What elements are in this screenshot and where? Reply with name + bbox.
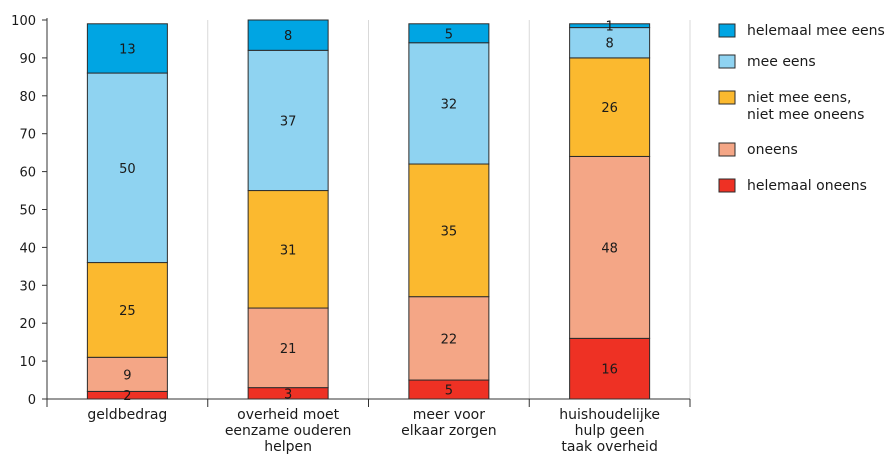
category-label: eenzame ouderen xyxy=(225,423,352,439)
legend-swatch xyxy=(718,178,736,193)
data-label: 8 xyxy=(605,37,613,52)
legend-label: oneens xyxy=(747,142,798,158)
legend-swatch xyxy=(718,142,736,157)
y-tick-label: 90 xyxy=(19,52,36,67)
y-tick-label: 30 xyxy=(19,279,36,294)
bar-segment[interactable] xyxy=(569,27,651,59)
data-label: 48 xyxy=(601,241,618,256)
legend-swatch xyxy=(718,90,736,105)
y-tick-label: 50 xyxy=(19,204,36,219)
y-tick-label: 0 xyxy=(28,393,36,408)
y-tick-label: 100 xyxy=(11,14,36,29)
data-label: 50 xyxy=(119,162,136,177)
bar-segment[interactable] xyxy=(569,57,651,157)
bars xyxy=(86,19,651,400)
category-label: hulp geen xyxy=(575,423,645,439)
y-tick-label: 70 xyxy=(19,128,36,143)
y-tick-label: 20 xyxy=(19,317,36,332)
bar-segment[interactable] xyxy=(569,337,651,400)
legend-label: helemaal oneens xyxy=(747,178,867,194)
data-label: 1 xyxy=(605,20,613,35)
data-label: 37 xyxy=(280,114,297,129)
bar-segment[interactable] xyxy=(247,19,329,51)
bar-segment[interactable] xyxy=(247,49,329,192)
category-label: overheid moet xyxy=(237,407,340,423)
data-label: 16 xyxy=(601,363,618,378)
data-label: 9 xyxy=(123,368,131,383)
legend-label: mee eens xyxy=(747,54,816,70)
data-label: 26 xyxy=(601,101,618,116)
bar-segment[interactable] xyxy=(408,163,490,298)
legend-swatch xyxy=(718,23,736,38)
data-label: 2 xyxy=(123,389,131,404)
bar-segment[interactable] xyxy=(408,23,490,44)
bar-segment[interactable] xyxy=(86,72,168,264)
data-label: 5 xyxy=(445,27,453,42)
bar-segment[interactable] xyxy=(247,190,329,309)
y-tick-label: 10 xyxy=(19,355,36,370)
gridlines xyxy=(207,20,691,399)
category-label: meer voor xyxy=(413,407,485,423)
bar-segment[interactable] xyxy=(247,307,329,389)
data-label: 35 xyxy=(441,224,458,239)
data-labels: 2 9 25 50 13 3 21 31 37 8 5 22 35 32 5 16 48 26 8 1 xyxy=(119,20,618,405)
data-label: 32 xyxy=(441,97,458,112)
data-label: 8 xyxy=(284,29,292,44)
category-label: huishoudelijke xyxy=(559,407,660,423)
category-label: geldbedrag xyxy=(87,407,167,423)
data-label: 31 xyxy=(280,243,297,258)
data-label: 5 xyxy=(445,384,453,399)
y-tick-label: 80 xyxy=(19,90,36,105)
data-label: 13 xyxy=(119,42,136,57)
data-label: 22 xyxy=(441,332,458,347)
y-tick-labels: 0 10 20 30 40 50 60 70 80 90 100 xyxy=(11,14,47,408)
bar-segment[interactable] xyxy=(569,23,651,29)
data-label: 25 xyxy=(119,304,136,319)
legend-label: niet mee oneens xyxy=(747,107,864,123)
bar-segment[interactable] xyxy=(86,23,168,74)
bar-segment[interactable] xyxy=(569,155,651,339)
bar-segment[interactable] xyxy=(86,356,168,392)
category-label: helpen xyxy=(264,439,312,455)
legend-label: niet mee eens, xyxy=(747,90,851,106)
y-tick-label: 60 xyxy=(19,166,36,181)
axes xyxy=(46,18,691,407)
category-label: elkaar zorgen xyxy=(401,423,497,439)
bar-segment[interactable] xyxy=(408,42,490,165)
data-label: 3 xyxy=(284,387,292,402)
bar-segment[interactable] xyxy=(408,296,490,381)
data-label: 21 xyxy=(280,342,297,357)
category-label: taak overheid xyxy=(561,439,657,455)
legend-label: helemaal mee eens xyxy=(747,23,885,39)
legend-swatch xyxy=(718,54,736,69)
legend: helemaal mee eens mee eens niet mee eens,n… xyxy=(718,23,885,194)
y-tick-label: 40 xyxy=(19,241,36,256)
